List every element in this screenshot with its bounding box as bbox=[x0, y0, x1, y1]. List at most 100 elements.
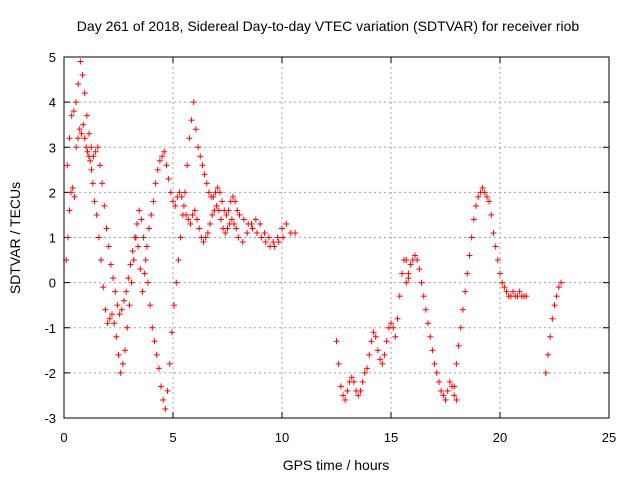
data-point bbox=[179, 211, 186, 218]
data-point bbox=[177, 234, 184, 241]
data-point bbox=[150, 198, 157, 205]
data-point bbox=[111, 320, 118, 327]
data-point bbox=[274, 234, 281, 241]
data-point bbox=[91, 198, 98, 205]
data-point bbox=[442, 396, 449, 403]
data-point bbox=[154, 166, 161, 173]
data-point bbox=[275, 239, 282, 246]
data-point bbox=[523, 293, 530, 300]
data-point bbox=[155, 365, 162, 372]
data-point bbox=[374, 347, 381, 354]
points-layer bbox=[63, 58, 565, 412]
data-point bbox=[103, 225, 110, 232]
y-tick-label: 1 bbox=[49, 231, 56, 246]
data-point bbox=[490, 229, 497, 236]
data-point bbox=[252, 216, 259, 223]
data-point bbox=[492, 243, 499, 250]
data-point bbox=[137, 266, 144, 273]
data-point bbox=[392, 333, 399, 340]
data-point bbox=[257, 220, 264, 227]
data-point bbox=[86, 130, 93, 137]
data-point bbox=[464, 270, 471, 277]
data-point bbox=[425, 320, 432, 327]
data-point bbox=[138, 216, 145, 223]
data-point bbox=[153, 351, 160, 358]
data-point bbox=[66, 207, 73, 214]
data-point bbox=[142, 257, 149, 264]
data-point bbox=[459, 306, 466, 313]
data-point bbox=[488, 211, 495, 218]
data-point bbox=[64, 234, 71, 241]
data-point bbox=[108, 311, 115, 318]
y-tick-label: 4 bbox=[49, 95, 56, 110]
data-point bbox=[160, 396, 167, 403]
x-tick-label: 5 bbox=[169, 430, 176, 445]
data-point bbox=[69, 184, 76, 191]
data-point bbox=[244, 229, 251, 236]
data-point bbox=[280, 234, 287, 241]
data-point bbox=[234, 207, 241, 214]
data-point bbox=[348, 374, 355, 381]
data-point bbox=[172, 202, 179, 209]
data-point bbox=[396, 293, 403, 300]
data-point bbox=[479, 184, 486, 191]
data-point bbox=[249, 225, 256, 232]
x-tick-label: 25 bbox=[602, 430, 616, 445]
data-point bbox=[239, 239, 246, 246]
data-point bbox=[383, 338, 390, 345]
data-point bbox=[216, 189, 223, 196]
data-point bbox=[427, 333, 434, 340]
data-point bbox=[444, 387, 451, 394]
data-point bbox=[78, 130, 85, 137]
data-point bbox=[122, 347, 129, 354]
data-point bbox=[420, 293, 427, 300]
data-point bbox=[95, 234, 102, 241]
data-point bbox=[90, 153, 97, 160]
data-point bbox=[414, 257, 421, 264]
data-point bbox=[123, 288, 130, 295]
data-point bbox=[203, 180, 210, 187]
data-point bbox=[435, 378, 442, 385]
data-point bbox=[83, 112, 90, 119]
data-point bbox=[499, 279, 506, 286]
data-point bbox=[279, 225, 285, 232]
data-point bbox=[418, 279, 425, 286]
data-point bbox=[468, 234, 475, 241]
data-point bbox=[118, 306, 125, 313]
data-point bbox=[147, 302, 154, 309]
data-point bbox=[131, 234, 138, 241]
data-point bbox=[466, 252, 473, 259]
data-point bbox=[114, 302, 121, 309]
data-point bbox=[73, 144, 80, 151]
data-point bbox=[148, 211, 155, 218]
data-point bbox=[107, 261, 114, 268]
y-axis-label: SDTVAR / TECUs bbox=[7, 182, 23, 294]
data-point bbox=[92, 148, 99, 155]
data-point bbox=[99, 180, 106, 187]
data-point bbox=[368, 338, 375, 345]
data-point bbox=[178, 193, 185, 200]
data-point bbox=[547, 333, 554, 340]
plot-frame bbox=[63, 56, 610, 419]
data-point bbox=[398, 270, 405, 277]
y-tick-label: -3 bbox=[44, 411, 56, 426]
x-tick-label: 15 bbox=[384, 430, 398, 445]
data-point bbox=[119, 360, 126, 367]
x-tick-label: 20 bbox=[493, 430, 507, 445]
data-point bbox=[189, 211, 196, 218]
data-point bbox=[262, 239, 269, 246]
data-point bbox=[166, 360, 173, 367]
data-point bbox=[127, 261, 134, 268]
data-point bbox=[455, 342, 462, 349]
data-point bbox=[77, 58, 84, 65]
data-point bbox=[143, 243, 150, 250]
data-point bbox=[190, 99, 197, 106]
data-point bbox=[433, 369, 440, 376]
data-point bbox=[510, 288, 517, 295]
data-point bbox=[265, 234, 272, 241]
data-point bbox=[100, 284, 107, 291]
data-point bbox=[81, 90, 88, 97]
data-point bbox=[453, 360, 460, 367]
data-point bbox=[80, 121, 87, 128]
data-point bbox=[152, 180, 159, 187]
